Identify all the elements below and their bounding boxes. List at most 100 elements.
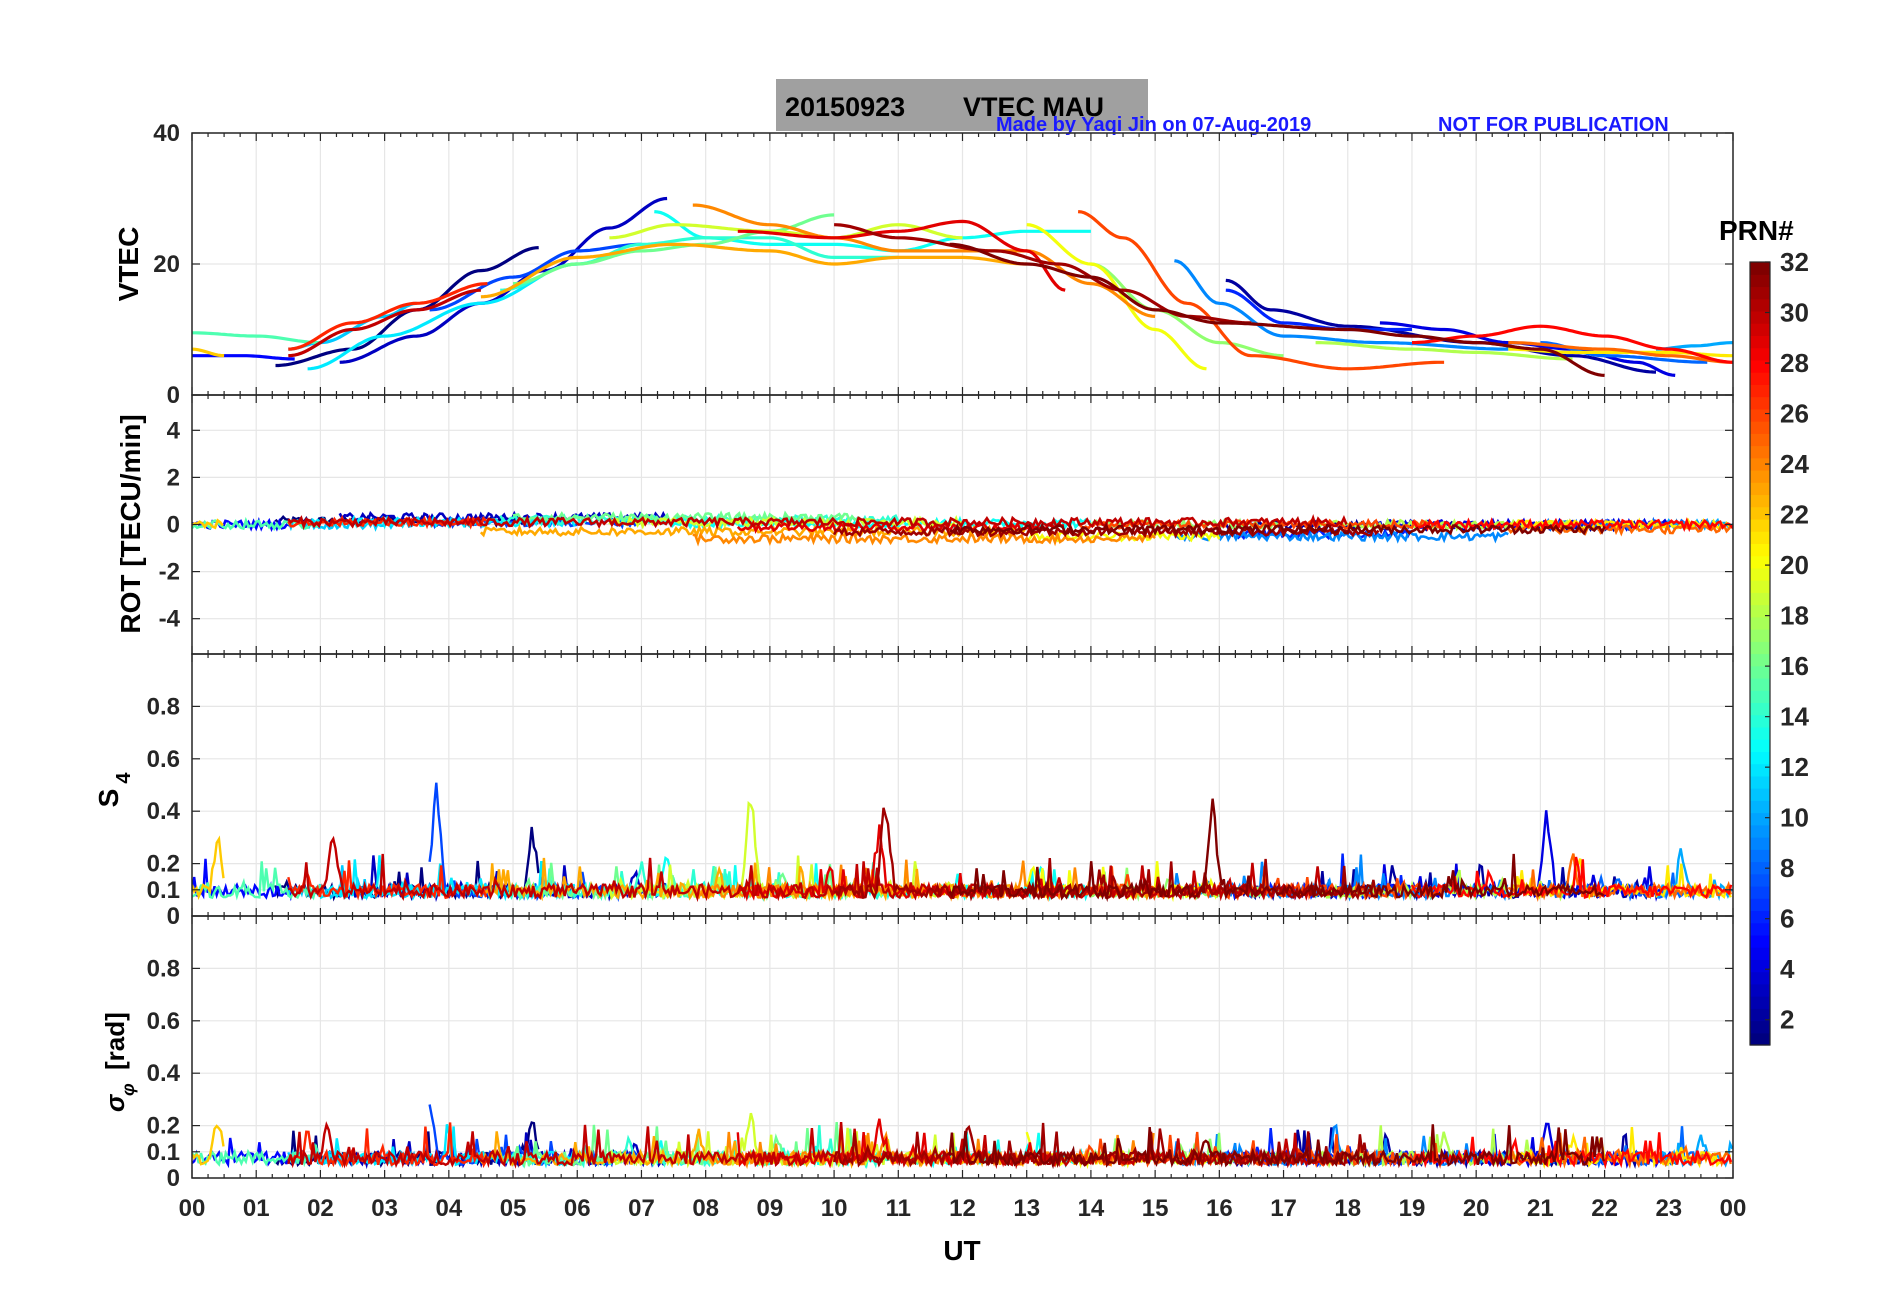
s4-line-prn-30: [288, 835, 1348, 903]
colorbar-swatch: [1750, 372, 1770, 385]
sigma_phi-line-prn-32: [948, 1124, 1605, 1170]
colorbar-swatch: [1750, 1020, 1770, 1034]
series-prn-26: [1076, 210, 1445, 1169]
colorbar-swatch: [1750, 506, 1770, 520]
vtec-line-prn-6: [1225, 288, 1412, 332]
colorbar-swatch: [1750, 494, 1770, 508]
sigma_phi-y-tick-label: 0: [167, 1165, 180, 1192]
colorbar-tick-label: 24: [1780, 449, 1809, 479]
colorbar-tick-label: 16: [1780, 651, 1809, 681]
x-tick-label: 21: [1527, 1195, 1554, 1222]
s4-line-prn-22: [192, 835, 225, 901]
colorbar-swatch: [1750, 457, 1770, 471]
colorbar-swatch: [1750, 898, 1770, 912]
colorbar-swatch: [1750, 518, 1770, 532]
rot-line-prn-9: [1174, 529, 1509, 544]
data-layer: [192, 196, 1733, 1170]
rot-y-tick-label: 2: [167, 464, 180, 491]
x-tick-label: 15: [1142, 1195, 1169, 1222]
colorbar-swatch: [1750, 800, 1770, 814]
sigma-ylabel-suffix: [rad]: [100, 1012, 130, 1070]
vtec-line-prn-22: [192, 347, 225, 358]
series-prn-27: [287, 282, 488, 1169]
x-tick-label: 12: [949, 1195, 976, 1222]
colorbar-swatch: [1750, 910, 1770, 924]
colorbar-swatch: [1750, 885, 1770, 899]
series-prn-10: [1654, 341, 1733, 1168]
rot-line-prn-24: [692, 530, 1156, 547]
sigma_phi-line-prn-15: [192, 1144, 322, 1168]
vtec-y-tick-label: 0: [167, 382, 180, 409]
colorbar-tick-label: 12: [1780, 752, 1809, 782]
rot-line-prn-32: [949, 521, 1606, 537]
sigma_phi-line-prn-22: [192, 1124, 225, 1166]
series-prn-32: [948, 242, 1606, 1170]
series-prn-12: [306, 262, 578, 1169]
rot-line-prn-22: [192, 518, 224, 530]
colorbar-swatch: [1750, 690, 1770, 704]
vtec-ylabel: VTEC: [113, 227, 144, 302]
colorbar-swatch: [1750, 837, 1770, 850]
x-tick-label: 22: [1591, 1195, 1618, 1222]
colorbar-swatch: [1750, 359, 1770, 373]
vtec-line-prn-5: [192, 354, 295, 361]
x-tick-label: 18: [1334, 1195, 1361, 1222]
series-prn-14: [499, 236, 900, 1170]
vtec-line-prn-32: [949, 242, 1605, 377]
x-tick-label: 09: [757, 1195, 784, 1222]
s4-line-prn-27: [287, 860, 488, 901]
x-tick-label: 20: [1463, 1195, 1490, 1222]
series-prn-9: [1173, 259, 1509, 1169]
title-label: VTEC MAU: [963, 92, 1104, 122]
colorbar-swatch: [1750, 714, 1770, 728]
colorbar-swatch: [1750, 274, 1770, 288]
colorbar-swatch: [1750, 323, 1770, 336]
colorbar-swatch: [1750, 567, 1770, 581]
sigma-ylabel: σ φ [rad]: [100, 1012, 138, 1112]
s4-line-prn-7: [428, 782, 642, 903]
rot-y-tick-label: -2: [159, 559, 180, 586]
colorbar-swatch: [1750, 996, 1770, 1009]
series-prn-31: [832, 223, 1380, 1169]
colorbar-swatch: [1750, 702, 1770, 716]
vtec-line-prn-9: [1174, 259, 1509, 351]
series-prn-21: [1507, 347, 1733, 1170]
rot-ylabel: ROT [TECU/min]: [115, 414, 146, 633]
vtec-line-prn-31: [834, 223, 1252, 325]
x-tick-label: 13: [1013, 1195, 1040, 1222]
colorbar-swatch: [1750, 959, 1770, 973]
colorbar-tick-label: 26: [1780, 399, 1809, 429]
colorbar-swatch: [1750, 543, 1770, 557]
sigma_phi-y-tick-label: 0.8: [147, 955, 180, 982]
vtec-y-tick-label: 40: [153, 120, 180, 147]
series-prn-20: [1025, 223, 1221, 1170]
rot-line-prn-30: [287, 514, 1348, 531]
s4-y-tick-label: 0.6: [147, 746, 180, 773]
colorbar-swatch: [1750, 445, 1770, 459]
series-prn-13: [653, 210, 1092, 1169]
x-tick-label: 11: [886, 1195, 911, 1222]
title-box: 20150923 VTEC MAU: [776, 79, 1148, 131]
x-tick-label: 17: [1270, 1195, 1297, 1222]
colorbar-tick-label: 4: [1780, 954, 1795, 984]
vtec-line-prn-3: [339, 196, 668, 364]
x-tick-label: 01: [243, 1195, 270, 1222]
colorbar-swatch: [1750, 347, 1770, 361]
not-for-publication: NOT FOR PUBLICATION: [1438, 114, 1669, 136]
colorbar-tick-label: 30: [1780, 298, 1809, 328]
s4-y-tick-label: 0.2: [147, 851, 180, 878]
colorbar-tick-label: 28: [1780, 348, 1809, 378]
colorbar-label: PRN#: [1719, 215, 1794, 246]
colorbar-tick-label: 20: [1780, 550, 1809, 580]
vtec-line-prn-28: [1412, 324, 1733, 364]
s4-y-tick-label: 0: [167, 903, 180, 930]
colorbar-swatch: [1750, 580, 1770, 593]
s4-ylabel: S 4: [93, 772, 135, 808]
colorbar-swatch: [1750, 408, 1770, 422]
colorbar-swatch: [1750, 592, 1770, 606]
sigma_phi-y-tick-label: 0.4: [147, 1060, 181, 1087]
colorbar-tick-label: 6: [1780, 904, 1794, 934]
colorbar-swatch: [1750, 384, 1770, 398]
colorbar-swatch: [1750, 983, 1770, 997]
